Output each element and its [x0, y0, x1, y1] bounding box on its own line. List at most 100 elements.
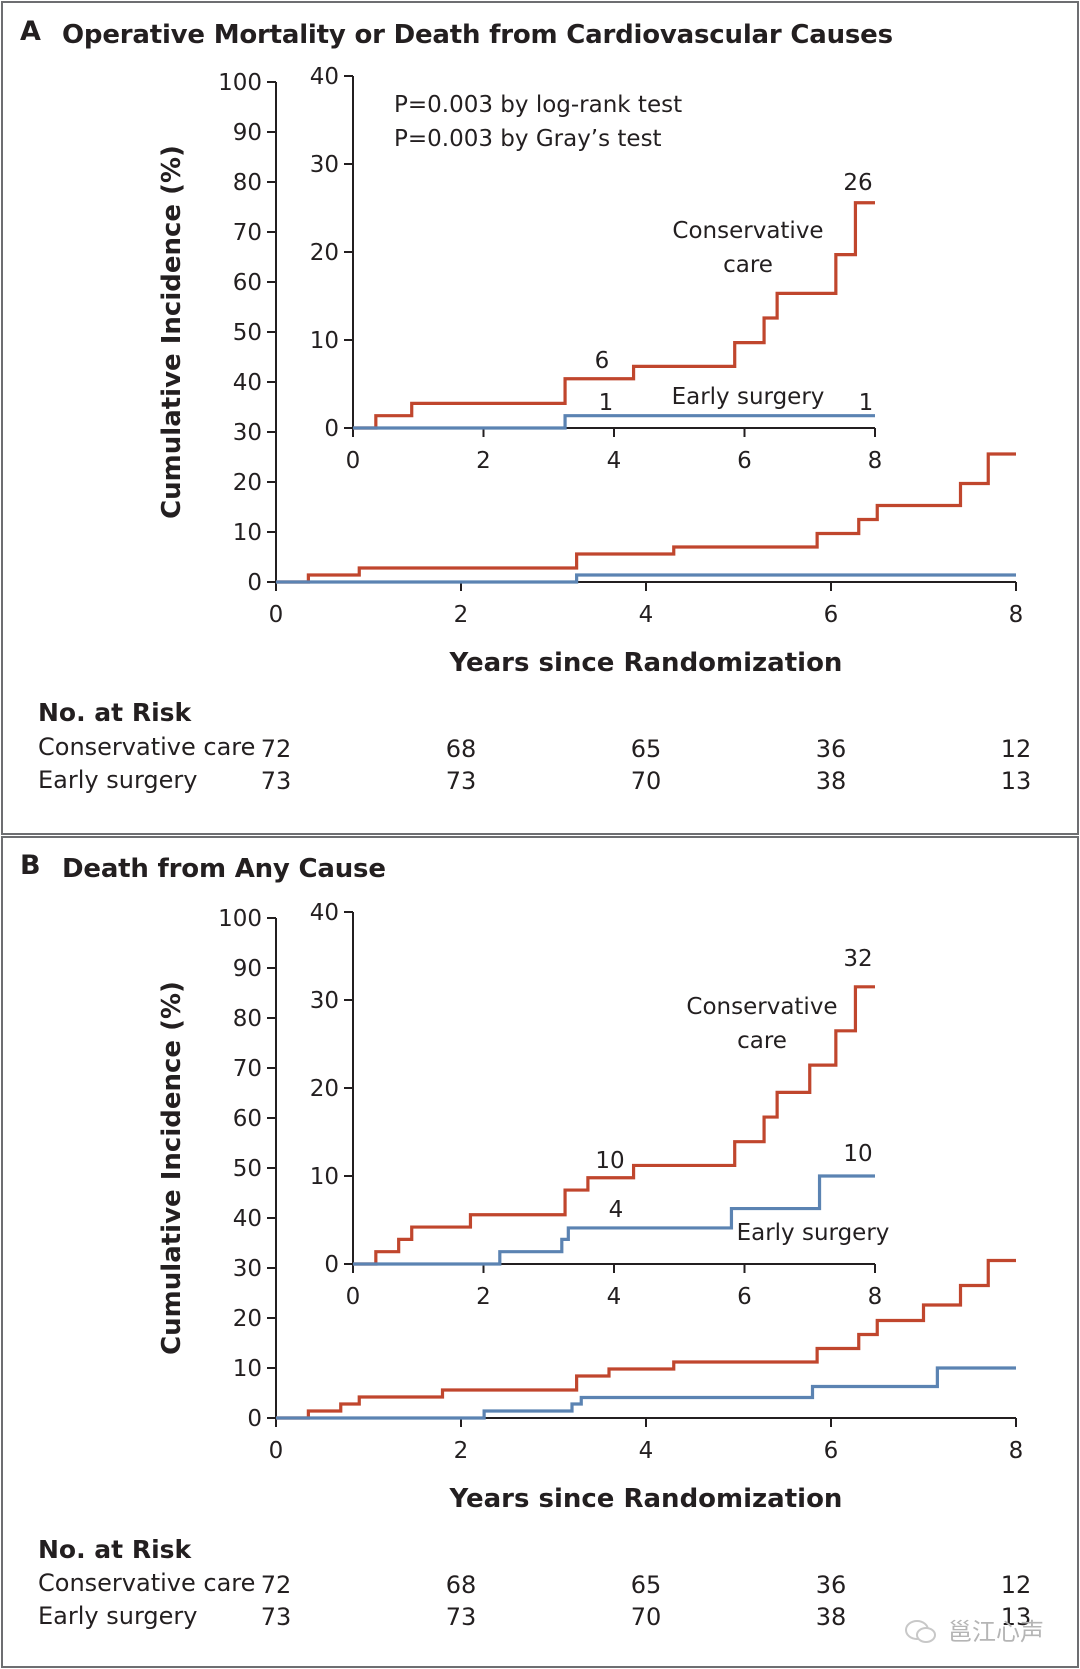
series-label: Early surgery [737, 1220, 890, 1246]
risk-value: 13 [1000, 767, 1032, 795]
y-tick-label: 40 [233, 1206, 262, 1232]
event-count-label: 10 [595, 1148, 624, 1174]
inset-y-tick-label: 10 [310, 1164, 339, 1190]
x-tick-label: 4 [639, 602, 654, 628]
inset-series-line-conservative [353, 985, 875, 1266]
inset-x-tick-label: 6 [737, 448, 752, 474]
inset-series-line-conservative [353, 201, 875, 430]
inset-x-tick-label: 0 [346, 448, 361, 474]
risk-value: 12 [1000, 735, 1032, 763]
x-tick-label: 0 [269, 602, 284, 628]
y-tick-label: 60 [233, 1106, 262, 1132]
event-count-label: 10 [843, 1141, 872, 1167]
x-tick-label: 6 [824, 602, 839, 628]
x-tick-label: 6 [824, 1438, 839, 1464]
panel-a-letter: A [20, 16, 41, 47]
risk-value: 68 [445, 1571, 477, 1599]
risk-row-early-label: Early surgery [38, 1602, 198, 1630]
y-tick-label: 10 [233, 1356, 262, 1382]
y-axis-label: Cumulative Incidence (%) [157, 145, 187, 519]
risk-value: 38 [815, 767, 847, 795]
risk-value: 70 [630, 767, 662, 795]
y-tick-label: 40 [233, 370, 262, 396]
y-axis-label: Cumulative Incidence (%) [157, 981, 187, 1355]
y-tick-label: 70 [233, 1056, 262, 1082]
y-tick-label: 90 [233, 120, 262, 146]
p-value-annotation: P=0.003 by Gray’s test [394, 126, 662, 152]
risk-value: 73 [445, 767, 477, 795]
x-tick-label: 4 [639, 1438, 654, 1464]
risk-value: 36 [815, 1571, 847, 1599]
event-count-label: 1 [859, 390, 874, 416]
y-tick-label: 100 [218, 70, 262, 96]
y-tick-label: 60 [233, 270, 262, 296]
y-tick-label: 50 [233, 320, 262, 346]
x-tick-label: 8 [1009, 602, 1024, 628]
panel-b-frame [1, 836, 1079, 1668]
x-axis-label: Years since Randomization [449, 648, 843, 678]
inset-x-tick-label: 2 [476, 448, 491, 474]
wechat-icon [905, 1620, 936, 1643]
inset-x-tick-label: 4 [607, 448, 622, 474]
inset-y-tick-label: 20 [310, 240, 339, 266]
panel-a-title: Operative Mortality or Death from Cardio… [62, 20, 893, 50]
risk-row-conservative-label: Conservative care [38, 1569, 256, 1597]
inset-y-tick-label: 0 [324, 1252, 339, 1278]
risk-value: 13 [1000, 1603, 1032, 1631]
series-label: Early surgery [672, 384, 825, 410]
risk-value: 72 [260, 735, 292, 763]
y-tick-label: 0 [247, 570, 262, 596]
x-axis-label: Years since Randomization [449, 1484, 843, 1514]
event-count-label: 6 [595, 348, 610, 374]
inset-x-tick-label: 4 [607, 1284, 622, 1310]
panel-b-title: Death from Any Cause [62, 854, 386, 884]
x-tick-label: 8 [1009, 1438, 1024, 1464]
panel-b-letter: B [20, 850, 41, 881]
y-tick-label: 20 [233, 470, 262, 496]
watermark-text: 邕江心声 [948, 1618, 1044, 1646]
y-tick-label: 80 [233, 1006, 262, 1032]
inset-x-tick-label: 8 [868, 1284, 883, 1310]
y-tick-label: 100 [218, 906, 262, 932]
risk-value: 12 [1000, 1571, 1032, 1599]
inset-x-tick-label: 0 [346, 1284, 361, 1310]
risk-value: 65 [630, 1571, 662, 1599]
series-line-conservative [276, 1258, 1016, 1420]
risk-value: 72 [260, 1571, 292, 1599]
risk-value: 73 [260, 767, 292, 795]
y-tick-label: 10 [233, 520, 262, 546]
y-tick-label: 90 [233, 956, 262, 982]
event-count-label: 26 [843, 170, 872, 196]
inset-y-tick-label: 40 [310, 64, 339, 90]
event-count-label: 1 [599, 390, 614, 416]
y-tick-label: 80 [233, 170, 262, 196]
series-label: care [723, 252, 773, 278]
x-tick-label: 0 [269, 1438, 284, 1464]
risk-row-early-label: Early surgery [38, 766, 198, 794]
inset-y-tick-label: 30 [310, 152, 339, 178]
inset-x-tick-label: 8 [868, 448, 883, 474]
series-label: Conservative [672, 218, 823, 244]
series-line-early [276, 1366, 1016, 1420]
risk-value: 68 [445, 735, 477, 763]
x-tick-label: 2 [454, 602, 469, 628]
series-label: Conservative [686, 994, 837, 1020]
inset-y-tick-label: 40 [310, 900, 339, 926]
x-tick-label: 2 [454, 1438, 469, 1464]
y-tick-label: 20 [233, 1306, 262, 1332]
y-tick-label: 50 [233, 1156, 262, 1182]
inset-y-tick-label: 30 [310, 988, 339, 1014]
series-label: care [737, 1028, 787, 1054]
series-line-conservative [276, 452, 1016, 584]
event-count-label: 4 [609, 1197, 624, 1223]
risk-value: 36 [815, 735, 847, 763]
risk-row-conservative-label: Conservative care [38, 733, 256, 761]
inset-y-tick-label: 10 [310, 328, 339, 354]
risk-table-title: No. at Risk [38, 1535, 192, 1564]
inset-y-tick-label: 20 [310, 1076, 339, 1102]
inset-series-line-early [353, 1174, 875, 1266]
risk-value: 70 [630, 1603, 662, 1631]
inset-x-tick-label: 2 [476, 1284, 491, 1310]
y-tick-label: 30 [233, 420, 262, 446]
y-tick-label: 70 [233, 220, 262, 246]
